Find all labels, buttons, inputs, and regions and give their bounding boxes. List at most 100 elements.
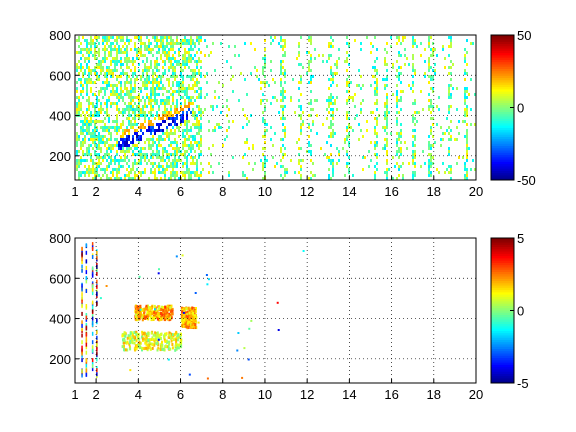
top-heatmap-cell xyxy=(190,111,192,114)
top-heatmap-cell xyxy=(152,105,154,108)
top-heatmap-cell xyxy=(100,108,102,111)
top-heatmap-cell xyxy=(102,138,104,141)
top-heatmap-cell xyxy=(244,114,246,117)
top-heatmap-cell xyxy=(210,105,212,108)
top-heatmap-cell xyxy=(338,153,340,156)
top-heatmap-cell xyxy=(78,177,80,180)
top-heatmap-cell xyxy=(86,111,88,114)
top-colorbar-segment xyxy=(491,136,514,140)
top-heatmap-cell xyxy=(182,90,184,93)
top-heatmap-cell xyxy=(132,135,134,138)
top-heatmap-cell xyxy=(120,51,122,54)
top-heatmap-cell xyxy=(226,135,228,138)
top-heatmap-cell xyxy=(266,99,268,102)
top-heatmap-cell xyxy=(168,138,170,141)
top-heatmap-cell xyxy=(136,174,138,177)
bottom-heatmap-cell xyxy=(96,292,98,297)
bottom-heatmap-cell xyxy=(123,348,126,351)
top-heatmap-cell xyxy=(450,78,452,81)
top-heatmap-cell xyxy=(148,102,150,105)
top-heatmap-cell xyxy=(332,114,334,117)
top-heatmap-cell xyxy=(150,102,152,105)
top-heatmap-cell xyxy=(400,165,402,168)
bottom-heatmap-cell xyxy=(81,252,83,257)
top-heatmap-cell xyxy=(352,96,354,99)
bottom-heatmap-cell xyxy=(96,262,98,267)
top-heatmap-cell xyxy=(126,60,128,63)
top-heatmap-cell xyxy=(412,129,414,132)
top-heatmap-cell xyxy=(196,168,198,171)
top-heatmap-cell xyxy=(172,171,174,174)
top-heatmap-cell xyxy=(110,102,112,105)
bottom-heatmap-cell xyxy=(183,307,186,311)
top-heatmap-cell xyxy=(90,117,92,120)
bottom-heatmap-cell xyxy=(91,291,94,296)
top-heatmap-cell xyxy=(80,102,82,105)
top-heatmap-cell xyxy=(466,132,468,135)
top-heatmap-cell xyxy=(372,66,374,69)
top-heatmap-cell xyxy=(274,165,276,168)
top-heatmap-cell xyxy=(446,129,448,132)
top-heatmap-cell xyxy=(374,141,376,144)
top-heatmap-cell xyxy=(198,108,200,111)
top-heatmap-cell xyxy=(332,117,334,120)
top-heatmap-cell xyxy=(176,147,178,150)
bottom-heatmap-cell xyxy=(147,317,150,321)
top-heatmap-cell xyxy=(278,42,280,45)
top-heatmap-cell xyxy=(96,57,98,60)
top-heatmap-cell xyxy=(300,93,302,96)
bottom-heatmap-cell xyxy=(178,343,180,347)
top-heatmap-cell xyxy=(346,102,348,105)
top-heatmap-cell xyxy=(130,84,132,87)
top-heatmap-cell xyxy=(194,141,196,144)
top-heatmap-cell xyxy=(362,156,364,159)
top-heatmap-cell xyxy=(182,174,184,177)
top-heatmap-cell xyxy=(384,111,386,114)
top-heatmap-cell xyxy=(94,93,96,96)
top-heatmap-cell xyxy=(180,108,182,111)
top-heatmap-cell xyxy=(280,159,282,162)
top-heatmap-cell xyxy=(370,51,372,54)
top-heatmap-cell xyxy=(414,69,416,72)
top-heatmap-cell xyxy=(424,48,426,51)
top-heatmap-cell xyxy=(266,129,268,132)
top-heatmap-cell xyxy=(140,150,142,153)
top-heatmap-cell xyxy=(412,54,414,57)
top-heatmap-cell xyxy=(138,99,140,102)
top-heatmap-cell xyxy=(240,72,242,75)
top-heatmap-cell xyxy=(86,45,88,48)
top-heatmap-cell xyxy=(432,144,434,147)
top-heatmap-cell xyxy=(166,51,168,54)
top-heatmap-cell xyxy=(108,120,110,123)
top-heatmap-cell xyxy=(104,135,106,138)
top-heatmap-cell xyxy=(404,63,406,66)
bottom-heatmap-cell xyxy=(96,368,98,373)
top-heatmap-cell xyxy=(470,168,472,171)
top-heatmap-cell xyxy=(376,87,378,90)
top-heatmap-cell xyxy=(126,168,128,171)
top-heatmap-cell xyxy=(98,135,100,138)
top-heatmap-cell xyxy=(200,39,202,42)
top-heatmap-cell xyxy=(104,87,106,90)
top-heatmap-cell xyxy=(156,111,158,114)
top-heatmap-cell xyxy=(76,51,78,54)
top-heatmap-cell xyxy=(410,87,412,90)
top-heatmap-cell xyxy=(200,135,202,138)
bottom-heatmap-cell xyxy=(146,343,149,347)
bottom-heatmap-cell xyxy=(158,318,161,322)
top-heatmap-cell xyxy=(132,162,134,165)
top-heatmap-cell xyxy=(124,108,126,111)
top-heatmap-cell xyxy=(134,177,136,180)
top-heatmap-cell xyxy=(190,78,192,81)
bottom-colorbar-segment xyxy=(491,294,514,298)
bottom-heatmap-cell xyxy=(133,335,136,339)
top-heatmap-cell xyxy=(174,138,176,141)
top-heatmap-cell xyxy=(80,90,82,93)
top-heatmap-cell xyxy=(84,39,86,42)
top-heatmap-cell xyxy=(280,105,282,108)
top-heatmap-cell xyxy=(310,102,312,105)
bottom-colorbar-segment xyxy=(491,285,514,289)
top-heatmap-cell xyxy=(132,138,134,141)
top-heatmap-cell xyxy=(106,177,108,180)
top-heatmap-cell xyxy=(300,36,302,39)
